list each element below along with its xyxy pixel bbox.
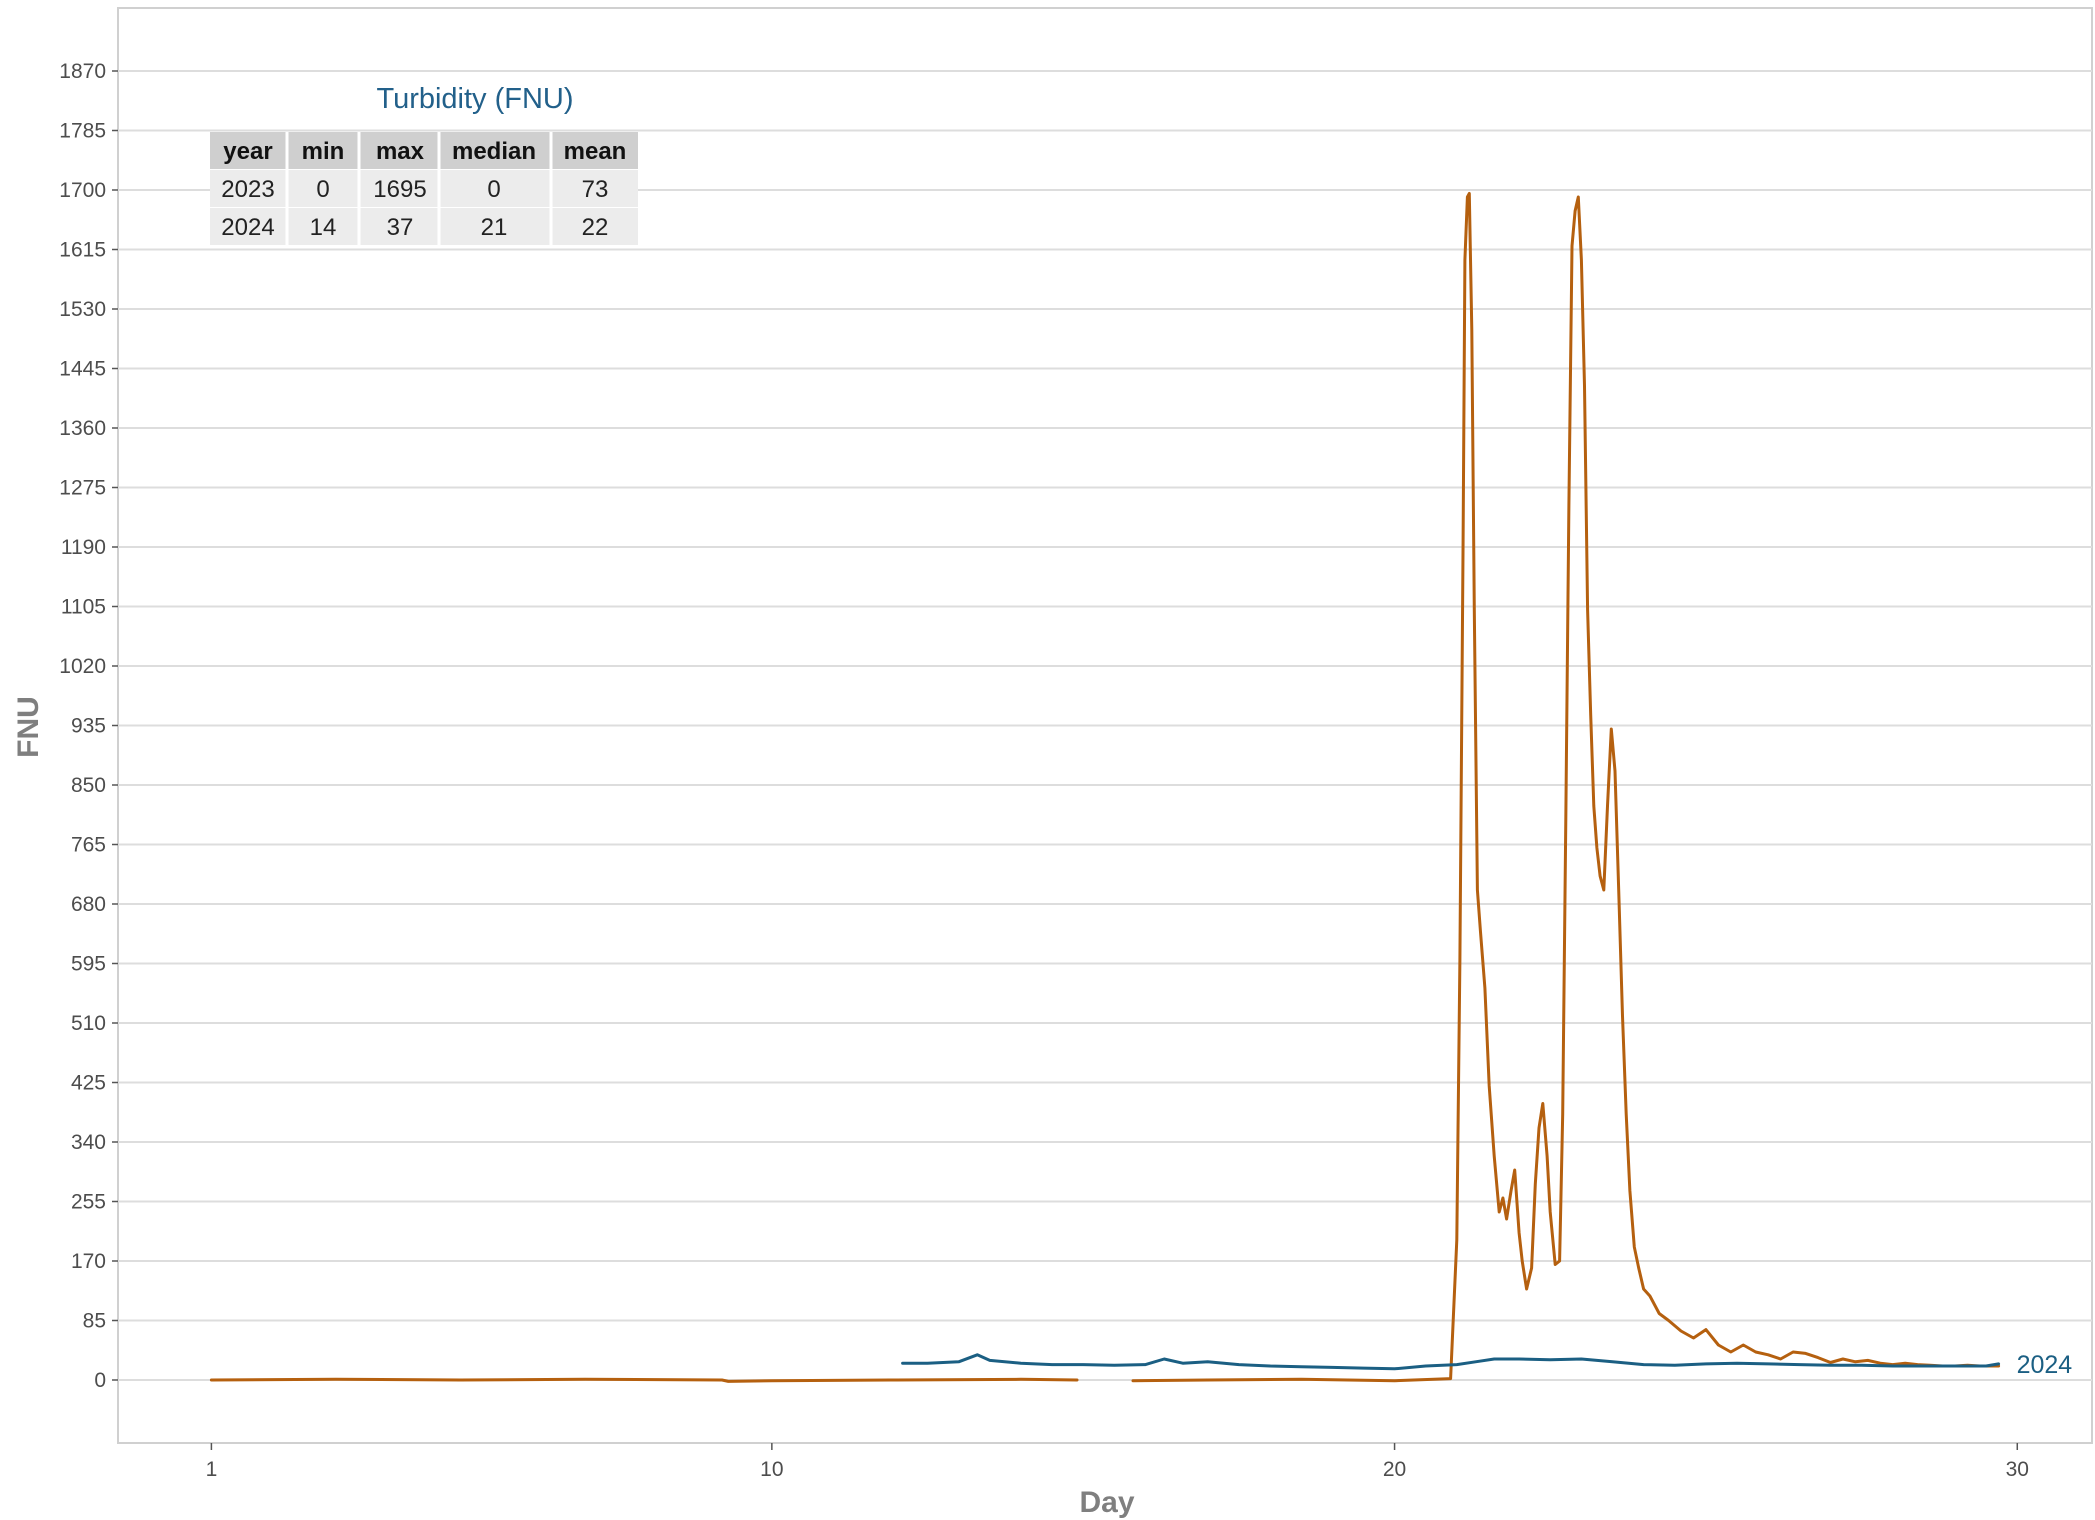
gridlines bbox=[118, 70, 2092, 1381]
table-header-min: min bbox=[302, 138, 345, 165]
y-tick-label: 595 bbox=[71, 953, 106, 976]
table-header-year: year bbox=[223, 138, 272, 165]
y-tick-label: 1700 bbox=[59, 179, 106, 202]
y-tick-label: 765 bbox=[71, 834, 106, 857]
y-tick-label: 85 bbox=[83, 1310, 106, 1333]
y-tick-label: 1360 bbox=[59, 417, 106, 440]
x-axis-title: Day bbox=[1079, 1486, 1134, 1519]
y-tick-label: 680 bbox=[71, 893, 106, 916]
table-cell: 22 bbox=[582, 214, 609, 241]
table-cell: 37 bbox=[387, 214, 414, 241]
y-tick-label: 1530 bbox=[59, 298, 106, 321]
y-tick-label: 1785 bbox=[59, 120, 106, 143]
series-line-2024 bbox=[901, 1353, 2001, 1371]
y-tick-label: 510 bbox=[71, 1012, 106, 1035]
table-cell: 2023 bbox=[221, 176, 274, 203]
summary-table-title: Turbidity (FNU) bbox=[376, 83, 573, 115]
y-tick-label: 1275 bbox=[59, 477, 106, 500]
series-line-2023 bbox=[209, 192, 2001, 1383]
summary-table: Turbidity (FNU) year min max median mean 2023… bbox=[210, 83, 638, 245]
y-tick-label: 1105 bbox=[61, 596, 106, 619]
table-header-mean: mean bbox=[564, 138, 627, 165]
table-row-background bbox=[210, 170, 638, 207]
y-axis: 0 85 170 255 340 425 510 595 680 765 850 935 1020 110… bbox=[59, 60, 118, 1392]
y-tick-label: 1615 bbox=[59, 239, 106, 262]
y-tick-label: 850 bbox=[71, 774, 106, 797]
table-cell: 1695 bbox=[373, 176, 426, 203]
y-tick-label: 340 bbox=[71, 1131, 106, 1154]
series-end-label-2024: 2024 bbox=[2017, 1351, 2073, 1379]
y-tick-label: 1190 bbox=[61, 536, 106, 559]
table-row-background bbox=[210, 208, 638, 245]
table-cell: 2024 bbox=[221, 214, 274, 241]
y-tick-label: 935 bbox=[71, 715, 106, 738]
x-tick-label: 30 bbox=[2006, 1458, 2029, 1481]
data-series bbox=[209, 192, 2001, 1383]
y-tick-label: 0 bbox=[94, 1369, 106, 1392]
x-axis: 1 10 20 30 bbox=[206, 1443, 2029, 1481]
y-tick-label: 255 bbox=[71, 1191, 106, 1214]
y-tick-label: 1870 bbox=[59, 60, 106, 83]
table-cell: 21 bbox=[481, 214, 508, 241]
y-tick-label: 425 bbox=[71, 1072, 106, 1095]
y-tick-label: 1020 bbox=[59, 655, 106, 678]
x-tick-label: 20 bbox=[1383, 1458, 1406, 1481]
table-cell: 0 bbox=[487, 176, 500, 203]
table-header-max: max bbox=[376, 138, 425, 165]
x-tick-label: 1 bbox=[206, 1458, 218, 1481]
y-tick-label: 170 bbox=[71, 1250, 106, 1273]
y-tick-label: 1445 bbox=[59, 358, 106, 381]
x-tick-label: 10 bbox=[760, 1458, 783, 1481]
summary-table-body: year min max median mean 2023 0 1695 0 73 2024 14 37… bbox=[210, 132, 638, 245]
y-axis-title: FNU bbox=[12, 696, 45, 758]
table-cell: 0 bbox=[316, 176, 329, 203]
table-cell: 73 bbox=[582, 176, 609, 203]
table-cell: 14 bbox=[310, 214, 337, 241]
table-header-background bbox=[210, 132, 638, 169]
table-header-median: median bbox=[452, 138, 536, 165]
